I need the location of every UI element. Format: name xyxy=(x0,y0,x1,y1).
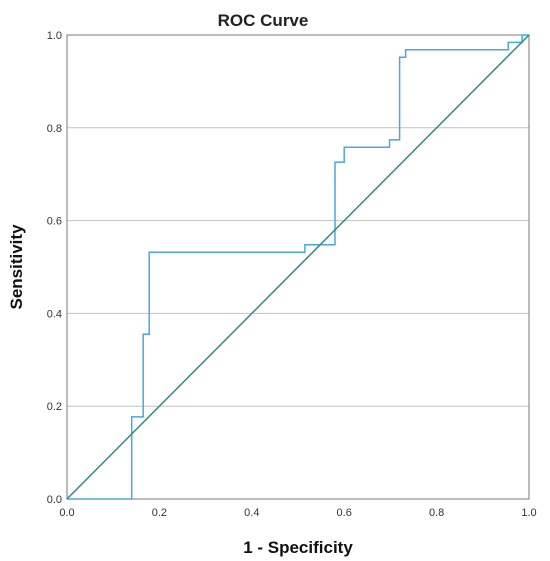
x-tick-label: 0.4 xyxy=(244,507,259,519)
y-tick-label: 0.0 xyxy=(47,494,62,506)
y-ticks: 0.0 0.2 0.4 0.6 0.8 1.0 xyxy=(47,30,62,506)
plot-area-frame xyxy=(66,34,530,500)
y-tick-label: 0.2 xyxy=(47,401,62,413)
x-tick-label: 0.6 xyxy=(337,507,352,519)
x-tick-label: 0.0 xyxy=(59,507,74,519)
y-tick-label: 1.0 xyxy=(47,30,62,42)
x-tick-label: 0.2 xyxy=(152,507,167,519)
series-group xyxy=(66,34,530,500)
y-tick-label: 0.6 xyxy=(47,216,62,228)
y-tick-label: 0.4 xyxy=(47,308,62,320)
reference-diagonal-line xyxy=(66,34,530,500)
roc-curve-line xyxy=(67,34,529,500)
chart-title: ROC Curve xyxy=(218,11,309,30)
y-tick-label: 0.8 xyxy=(47,123,62,135)
x-tick-label: 1.0 xyxy=(521,507,536,519)
x-tick-label: 0.8 xyxy=(429,507,444,519)
x-ticks: 0.0 0.2 0.4 0.6 0.8 1.0 xyxy=(59,507,536,519)
y-axis-title: Sensitivity xyxy=(7,224,26,310)
x-axis-title: 1 - Specificity xyxy=(243,538,353,557)
